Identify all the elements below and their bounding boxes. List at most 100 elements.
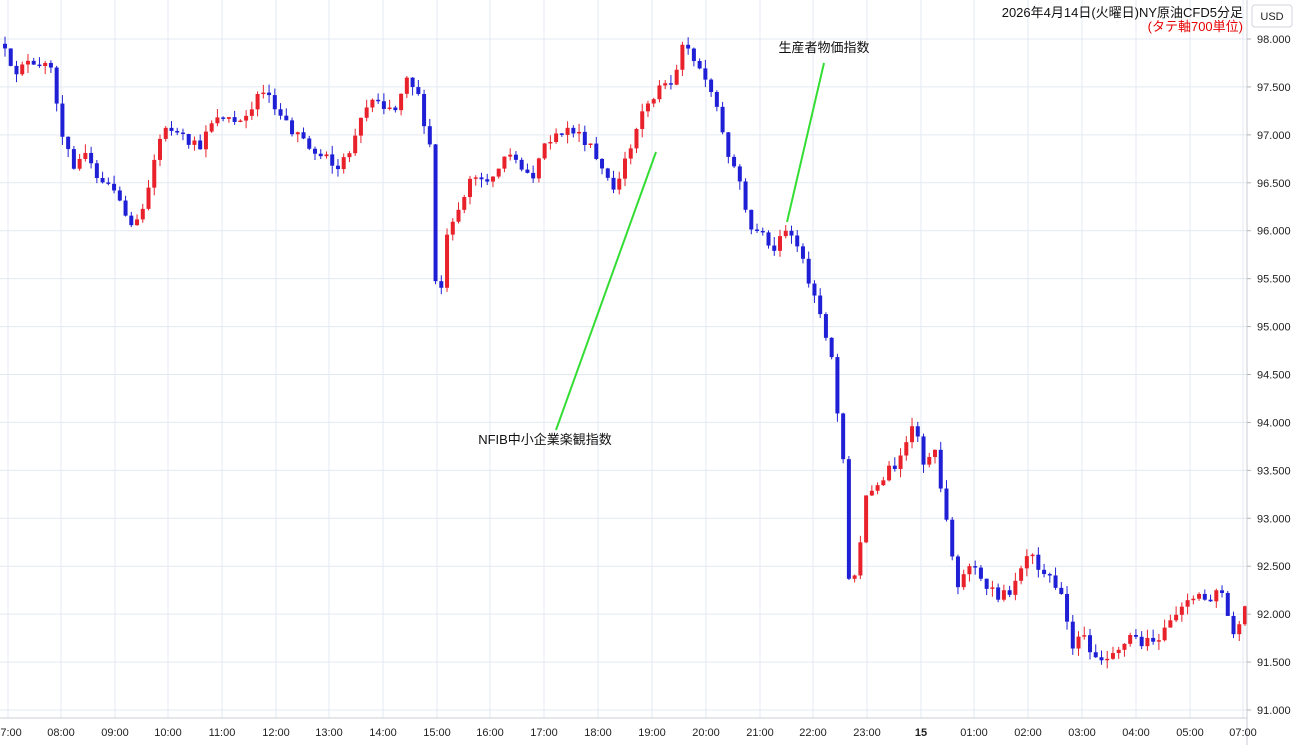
time-tick-label: 20:00 xyxy=(692,727,720,739)
candle-body xyxy=(703,68,708,80)
candle-body xyxy=(456,209,461,222)
candle xyxy=(1225,590,1230,617)
candle xyxy=(226,116,231,123)
time-tick-label: 19:00 xyxy=(638,727,666,739)
candle-body xyxy=(261,92,266,94)
candle-body xyxy=(318,153,323,157)
candle-body xyxy=(43,62,48,67)
candle-body xyxy=(864,495,869,543)
candle-body xyxy=(973,566,978,568)
candle-body xyxy=(559,133,564,135)
price-tick-label: 95.500 xyxy=(1257,274,1291,286)
time-tick-label: 13:00 xyxy=(315,727,343,739)
candle-body xyxy=(427,126,432,145)
candle xyxy=(66,136,71,158)
candle xyxy=(14,60,19,83)
candle xyxy=(163,126,168,142)
candle-body xyxy=(203,131,208,150)
time-tick-label: 22:00 xyxy=(799,727,827,739)
candle xyxy=(496,168,501,179)
candle-body xyxy=(910,426,915,443)
candle xyxy=(812,280,817,303)
candle-body xyxy=(714,92,719,107)
candle xyxy=(1237,620,1242,641)
candle-body xyxy=(146,187,151,209)
candle xyxy=(410,77,415,96)
candle-body xyxy=(869,490,874,496)
price-tick-label: 98.000 xyxy=(1257,34,1291,46)
price-tick-label: 97.500 xyxy=(1257,82,1291,94)
candle xyxy=(531,165,536,183)
candle xyxy=(645,100,650,118)
candle-body xyxy=(1237,624,1242,635)
candle-body xyxy=(48,62,53,68)
candle-body xyxy=(720,106,725,133)
candle xyxy=(31,57,36,65)
candle-body xyxy=(272,95,277,110)
candle xyxy=(20,61,25,76)
candle xyxy=(1156,633,1161,650)
candle-body xyxy=(1225,592,1230,616)
candle-body xyxy=(829,337,834,358)
candle xyxy=(94,160,99,184)
candle xyxy=(1001,584,1006,602)
candle xyxy=(267,84,272,103)
candle xyxy=(8,48,13,67)
annotation-line xyxy=(786,62,825,223)
candle-body xyxy=(71,149,76,169)
candle-body xyxy=(1122,643,1127,650)
candle-body xyxy=(600,158,605,169)
candle-body xyxy=(433,144,438,282)
candle-body xyxy=(674,69,679,85)
candle xyxy=(232,110,237,125)
candle xyxy=(508,148,513,161)
candle-body xyxy=(1036,554,1041,570)
candle xyxy=(778,229,782,257)
candle-body xyxy=(232,117,237,122)
candle-body xyxy=(668,83,673,85)
candle-body xyxy=(818,295,823,315)
candle xyxy=(238,119,243,123)
candle-body xyxy=(663,83,668,86)
candle xyxy=(43,60,48,75)
candle-body xyxy=(548,141,553,144)
price-tick-label: 94.000 xyxy=(1257,417,1291,429)
candle-body xyxy=(468,178,472,198)
candle-body xyxy=(1105,658,1110,661)
candle xyxy=(60,95,65,145)
candle-body xyxy=(691,48,696,62)
candle-body xyxy=(542,143,547,159)
chart-subtitle: (タテ軸700単位) xyxy=(1148,19,1243,34)
candle xyxy=(255,91,260,117)
candle xyxy=(950,517,955,561)
candle-body xyxy=(634,129,639,149)
candle xyxy=(709,78,714,97)
candle xyxy=(249,101,254,120)
candle-body xyxy=(180,132,185,134)
candle xyxy=(473,175,478,186)
candle xyxy=(1059,582,1064,595)
candle-body xyxy=(996,587,1001,600)
candle-body xyxy=(25,60,30,65)
candle xyxy=(381,93,386,115)
candle xyxy=(324,151,329,159)
annotations: NFIB中小企業楽観指数 生産者物価指数 xyxy=(478,40,869,447)
candle xyxy=(513,151,518,164)
candle-body xyxy=(307,138,312,149)
candle xyxy=(186,133,191,149)
candle-body xyxy=(106,182,111,184)
candle-body xyxy=(37,64,42,67)
candle-body xyxy=(772,245,777,251)
annotation-ppi: 生産者物価指数 xyxy=(778,40,870,223)
candle xyxy=(313,146,317,160)
candle xyxy=(760,227,765,236)
candle-body xyxy=(255,93,260,110)
candle-body xyxy=(760,230,765,233)
candle-body xyxy=(611,177,616,190)
candle-body xyxy=(163,127,168,139)
candle xyxy=(691,47,696,67)
candle-body xyxy=(789,230,794,236)
price-axis: 98.000 97.500 97.000 96.500 96.000 95.500 95.0… xyxy=(1247,34,1291,717)
candle-body xyxy=(795,235,800,247)
